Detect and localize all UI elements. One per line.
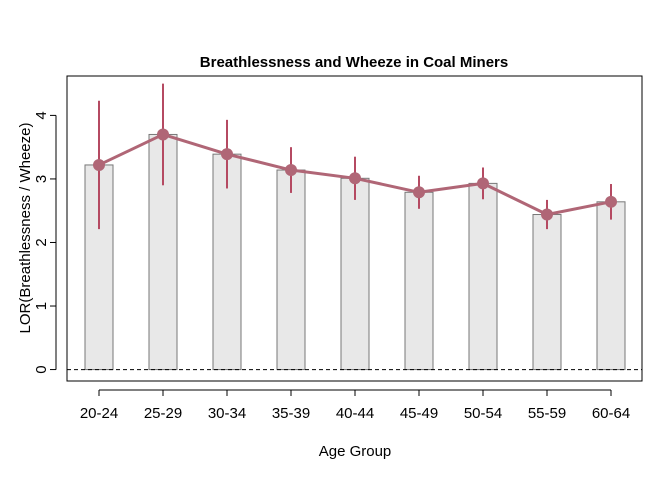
point-20-24 (93, 158, 105, 171)
bar-60-64 (596, 201, 626, 371)
point-30-34 (221, 148, 233, 161)
y-tick-label-3: 3 (33, 175, 50, 183)
bar-45-49 (404, 191, 434, 371)
chart-title: Breathlessness and Wheeze in Coal Miners (200, 54, 508, 71)
y-tick-label-1: 1 (33, 302, 50, 310)
y-tick-label-2: 2 (33, 238, 50, 246)
point-55-59 (541, 208, 553, 221)
x-tick-label-35-39: 35-39 (272, 405, 310, 422)
x-tick-label-30-34: 30-34 (208, 405, 246, 422)
x-tick-label-40-44: 40-44 (336, 405, 374, 422)
y-tick-label-0: 0 (33, 365, 50, 373)
bar-40-44 (340, 177, 370, 371)
x-tick-label-55-59: 55-59 (528, 405, 566, 422)
x-tick-label-25-29: 25-29 (144, 405, 182, 422)
plot-frame (66, 75, 643, 382)
bar-35-39 (276, 169, 306, 371)
x-tick-label-45-49: 45-49 (400, 405, 438, 422)
point-45-49 (413, 186, 425, 199)
y-tick-label-4: 4 (33, 111, 50, 119)
x-axis: 20-24 25-29 30-34 35-39 40-44 45-49 50-54 55-59… (80, 389, 630, 422)
point-25-29 (157, 128, 169, 141)
bar-50-54 (468, 182, 498, 371)
y-axis-label: LOR(Breathlessness / Wheeze) (17, 123, 34, 334)
point-50-54 (477, 177, 489, 190)
x-tick-label-50-54: 50-54 (464, 405, 502, 422)
point-35-39 (285, 164, 297, 177)
point-40-44 (349, 172, 361, 185)
bar-55-59 (532, 214, 562, 371)
x-tick-label-60-64: 60-64 (592, 405, 630, 422)
x-tick-label-20-24: 20-24 (80, 405, 118, 422)
x-axis-label: Age Group (319, 443, 392, 460)
y-axis: 0 1 2 3 4 (33, 111, 57, 374)
point-60-64 (605, 195, 617, 208)
series-group (93, 128, 617, 221)
